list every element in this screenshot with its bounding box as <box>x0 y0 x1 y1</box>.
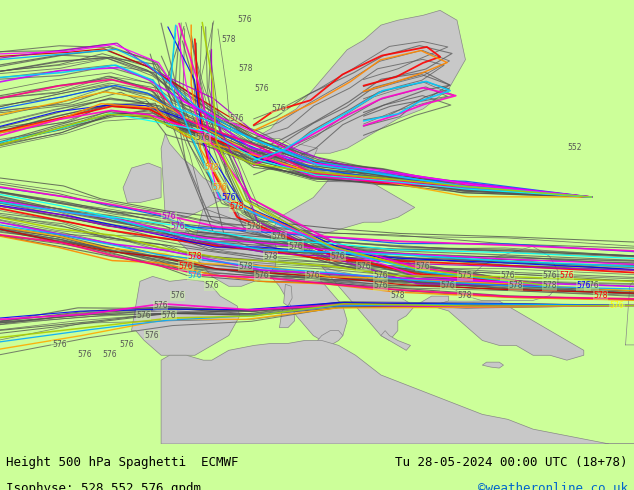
Text: 552: 552 <box>567 143 582 152</box>
Text: 578: 578 <box>230 202 244 212</box>
Text: 576: 576 <box>119 341 134 349</box>
Text: 576: 576 <box>356 262 371 270</box>
Text: 576: 576 <box>204 281 219 290</box>
Text: 576: 576 <box>103 350 117 359</box>
Text: 576: 576 <box>500 271 515 280</box>
Text: ©weatheronline.co.uk: ©weatheronline.co.uk <box>477 482 628 490</box>
Text: 576: 576 <box>195 133 210 143</box>
Text: 576: 576 <box>542 271 557 280</box>
Text: 576: 576 <box>255 84 269 93</box>
Text: 576: 576 <box>331 252 346 261</box>
Text: 578: 578 <box>238 262 252 270</box>
Text: 578: 578 <box>458 291 472 300</box>
Text: 578: 578 <box>263 252 278 261</box>
Text: 576: 576 <box>288 242 303 251</box>
Text: 576: 576 <box>306 271 320 280</box>
Text: 578: 578 <box>508 281 523 290</box>
Text: 578: 578 <box>204 163 219 172</box>
Text: 576: 576 <box>212 183 227 192</box>
Text: 576: 576 <box>238 15 252 24</box>
Text: 576: 576 <box>162 212 176 221</box>
Text: 576: 576 <box>52 341 67 349</box>
Text: 576: 576 <box>559 271 574 280</box>
Text: 578: 578 <box>542 281 557 290</box>
Text: 576: 576 <box>373 281 388 290</box>
Text: 576: 576 <box>373 271 388 280</box>
Text: 578: 578 <box>221 35 235 44</box>
Text: 576: 576 <box>221 193 236 201</box>
Text: 578: 578 <box>238 65 252 74</box>
Text: 578: 578 <box>390 291 404 300</box>
Text: 576: 576 <box>170 222 185 231</box>
Text: 576: 576 <box>162 311 176 320</box>
Text: 576: 576 <box>136 311 151 320</box>
Text: 578: 578 <box>247 222 261 231</box>
Text: Tu 28-05-2024 00:00 UTC (18+78): Tu 28-05-2024 00:00 UTC (18+78) <box>395 457 628 469</box>
Text: 576: 576 <box>576 281 591 290</box>
Text: Height 500 hPa Spaghetti  ECMWF: Height 500 hPa Spaghetti ECMWF <box>6 457 239 469</box>
Text: 578: 578 <box>593 291 607 300</box>
Text: 576: 576 <box>153 301 168 310</box>
Text: 578: 578 <box>187 252 202 261</box>
Text: 576: 576 <box>77 350 92 359</box>
Text: Isophyse: 528 552 576 gpdm: Isophyse: 528 552 576 gpdm <box>6 482 202 490</box>
Text: 576: 576 <box>179 262 193 270</box>
Text: 576: 576 <box>271 104 287 113</box>
Text: 576: 576 <box>585 281 599 290</box>
Text: 576: 576 <box>255 271 269 280</box>
Text: 576: 576 <box>441 281 455 290</box>
Text: 576: 576 <box>187 271 202 280</box>
Text: 576: 576 <box>415 262 430 270</box>
Text: 576: 576 <box>170 291 185 300</box>
Text: 576: 576 <box>271 232 287 241</box>
Text: 575: 575 <box>458 271 472 280</box>
Text: 576: 576 <box>145 331 160 340</box>
Text: 576: 576 <box>230 114 244 123</box>
Text: 576: 576 <box>610 301 624 310</box>
